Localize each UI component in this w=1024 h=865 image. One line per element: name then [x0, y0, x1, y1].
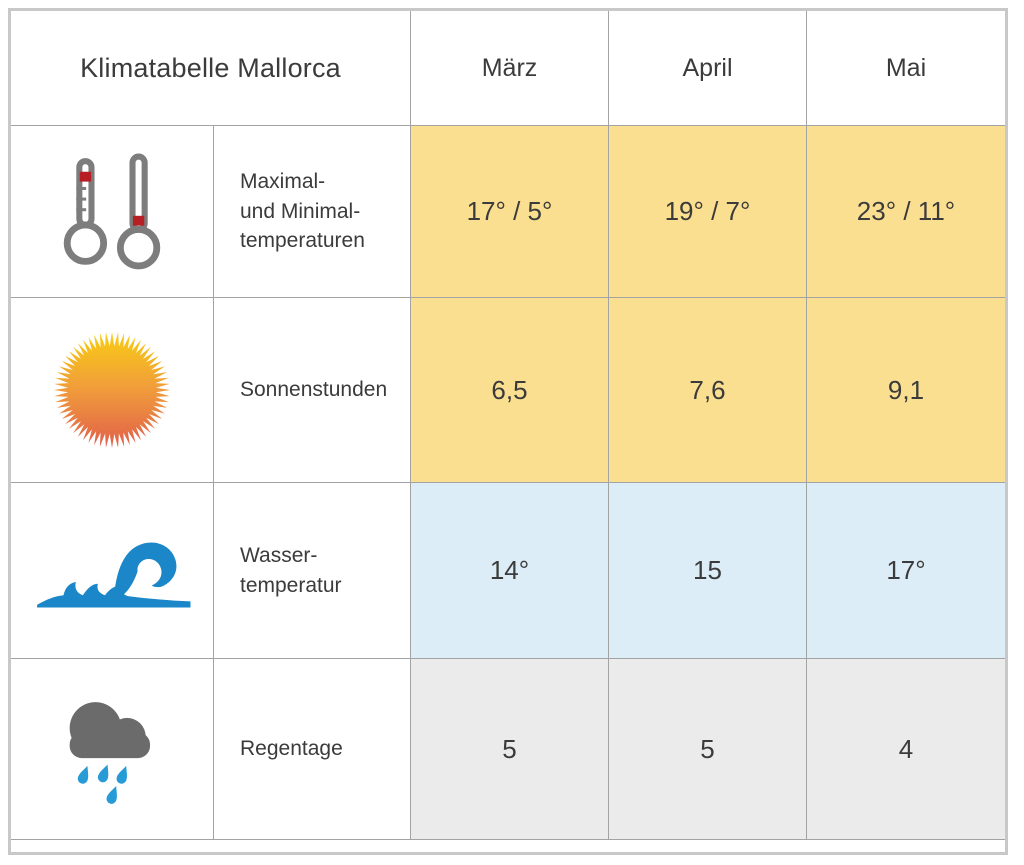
- water-temp-value-april: 15: [609, 483, 807, 659]
- row-label-water-temperature: Wasser- temperatur: [214, 483, 411, 659]
- sunshine-icon-cell: [11, 298, 214, 483]
- rain-cloud-icon: [69, 701, 151, 805]
- row-label-sunshine-hours: Sonnenstunden: [214, 298, 411, 483]
- climate-table: Klimatabelle Mallorca März April Mai Max…: [8, 8, 1008, 855]
- rain-days-icon-cell: [11, 659, 214, 840]
- max-min-temp-value-mai: 23° / 11°: [807, 126, 1005, 298]
- max-min-temp-value-april: 19° / 7°: [609, 126, 807, 298]
- max-min-temp-value-maerz: 17° / 5°: [411, 126, 609, 298]
- climate-table-grid: Klimatabelle Mallorca März April Mai Max…: [11, 11, 1005, 852]
- wave-icon: [37, 542, 191, 608]
- rain-days-value-april: 5: [609, 659, 807, 840]
- month-header-maerz: März: [411, 11, 609, 126]
- rain-days-value-maerz: 5: [411, 659, 609, 840]
- rain-days-value-mai: 4: [807, 659, 1005, 840]
- water-temp-value-maerz: 14°: [411, 483, 609, 659]
- water-temp-icon-cell: [11, 483, 214, 659]
- month-header-mai: Mai: [807, 11, 1005, 126]
- sunshine-value-april: 7,6: [609, 298, 807, 483]
- sun-icon: [54, 332, 170, 448]
- month-header-april: April: [609, 11, 807, 126]
- max-min-temp-icon-cell: [11, 126, 214, 298]
- bottom-spacer: [11, 840, 1005, 852]
- sunshine-value-mai: 9,1: [807, 298, 1005, 483]
- table-title: Klimatabelle Mallorca: [11, 11, 411, 126]
- row-label-max-min-temperatures: Maximal- und Minimal- temperaturen: [214, 126, 411, 298]
- water-temp-value-mai: 17°: [807, 483, 1005, 659]
- sunshine-value-maerz: 6,5: [411, 298, 609, 483]
- thermometers-icon: [63, 153, 161, 269]
- row-label-rain-days: Regentage: [214, 659, 411, 840]
